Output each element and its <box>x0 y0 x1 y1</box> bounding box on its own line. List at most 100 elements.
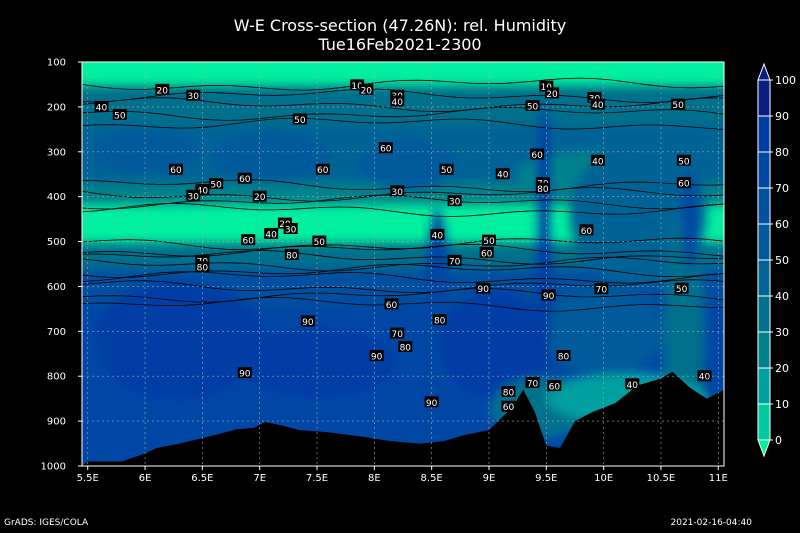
contour-label: 40 <box>392 98 404 108</box>
contour-label: 50 <box>441 166 453 176</box>
contour-label: 20 <box>157 86 169 96</box>
x-tick-label: 6.5E <box>191 473 213 484</box>
colorbar-label: 70 <box>775 182 789 195</box>
y-tick-label: 900 <box>47 417 66 428</box>
footer-credit: GrADS: IGES/COLA <box>4 518 89 528</box>
contour-label-box <box>579 224 594 236</box>
contour-label: 70 <box>449 257 461 267</box>
y-tick-label: 600 <box>47 282 66 293</box>
contour-label: 90 <box>302 318 314 328</box>
contour-line <box>82 250 724 265</box>
contour-label: 60 <box>678 180 690 190</box>
colorbar-min-arrow <box>757 439 771 458</box>
colorbar-segment <box>757 115 771 153</box>
contour-label-box <box>369 350 384 362</box>
colorbar-label: 30 <box>775 326 789 339</box>
contour-label: 30 <box>392 188 404 198</box>
terrain-mask <box>82 371 724 466</box>
contour-label-box <box>398 341 413 353</box>
moist-column <box>425 208 450 329</box>
contour-label-box <box>594 283 609 295</box>
humidity-field <box>82 62 724 466</box>
y-tick-label: 800 <box>47 372 66 383</box>
x-tick-label: 9E <box>483 473 496 484</box>
moist-blob <box>90 129 201 174</box>
contour-label-box <box>292 113 307 125</box>
contour-label: 40 <box>592 157 604 167</box>
contour-label-box <box>237 172 252 184</box>
colorbar-segment <box>757 187 771 225</box>
y-tick-label: 500 <box>47 237 66 248</box>
contour-label-box <box>676 177 691 189</box>
y-tick-label: 200 <box>47 102 66 113</box>
y-tick-label: 700 <box>47 327 66 338</box>
y-tick-label: 300 <box>47 147 66 158</box>
colorbar-segment <box>757 79 771 117</box>
contour-label-box <box>430 228 445 240</box>
contour-label-box <box>390 185 405 197</box>
contour-label-box <box>590 154 605 166</box>
contour-label: 40 <box>96 103 108 113</box>
colorbar-label: 40 <box>775 290 789 303</box>
contour-label-box <box>390 89 405 101</box>
colorbar-label: 20 <box>775 362 789 375</box>
x-tick-label: 5.5E <box>77 473 99 484</box>
contour-label-box <box>671 98 686 110</box>
contour-label-box <box>541 289 556 301</box>
band-top-dry <box>82 62 724 85</box>
contour-label-box <box>312 235 327 247</box>
contour-label-box <box>676 154 691 166</box>
contour-label-box <box>359 83 374 95</box>
contour-label: 40 <box>497 171 509 181</box>
colorbar-label: 100 <box>775 74 796 87</box>
colorbar-segment <box>757 151 771 189</box>
chart-subtitle: Tue16Feb2021-2300 <box>318 35 482 54</box>
contour-label-box <box>300 315 315 327</box>
very-moist-blob <box>94 280 265 401</box>
contour-label: 50 <box>314 238 326 248</box>
contour-label-box <box>535 182 550 194</box>
contour-line <box>82 271 724 284</box>
contour-label-box <box>697 370 712 382</box>
plot-frame <box>81 61 725 467</box>
contour-label-box <box>495 168 510 180</box>
contour-line <box>82 296 724 312</box>
x-tick-label: 8E <box>368 473 381 484</box>
contour-label: 80 <box>400 344 412 354</box>
contour-label: 80 <box>286 252 298 262</box>
contour-label-box <box>479 246 494 258</box>
contour-label: 50 <box>678 157 690 167</box>
contour-label-box <box>674 282 689 294</box>
y-tick-label: 400 <box>47 192 66 203</box>
contour-label-box <box>539 80 554 92</box>
contour-label: 60 <box>549 383 561 393</box>
very-moist-blob <box>439 289 550 400</box>
contour-label: 30 <box>187 92 199 102</box>
contour-label: 50 <box>294 116 306 126</box>
contour-label-box <box>501 385 516 397</box>
contour-label-box <box>590 98 605 110</box>
colorbar-label: 80 <box>775 146 789 159</box>
contour-label: 50 <box>676 285 688 295</box>
contour-label-box <box>350 79 365 91</box>
chart-title: W-E Cross-section (47.26N): rel. Humidit… <box>233 16 567 35</box>
contour-label-box <box>424 396 439 408</box>
contour-label-box <box>476 282 491 294</box>
contour-label: 20 <box>254 193 266 203</box>
moist-blob <box>211 131 332 182</box>
contour-label: 70 <box>392 330 404 340</box>
colorbar-label: 90 <box>775 110 789 123</box>
contour-labels: 2030405010203040102030405050506060405060… <box>94 79 712 413</box>
footer-timestamp: 2021-02-16-04:40 <box>670 518 753 528</box>
y-tick-label: 100 <box>47 58 66 69</box>
contour-label-box <box>525 99 540 111</box>
contour-label: 70 <box>527 379 539 389</box>
contour-label-box <box>547 380 562 392</box>
colorbar-label: 10 <box>775 398 789 411</box>
colorbar-segment <box>757 295 771 333</box>
contour-label-box <box>283 222 298 234</box>
colorbar-segment <box>757 259 771 297</box>
contour-label-box <box>432 314 447 326</box>
contour-label: 80 <box>434 317 446 327</box>
